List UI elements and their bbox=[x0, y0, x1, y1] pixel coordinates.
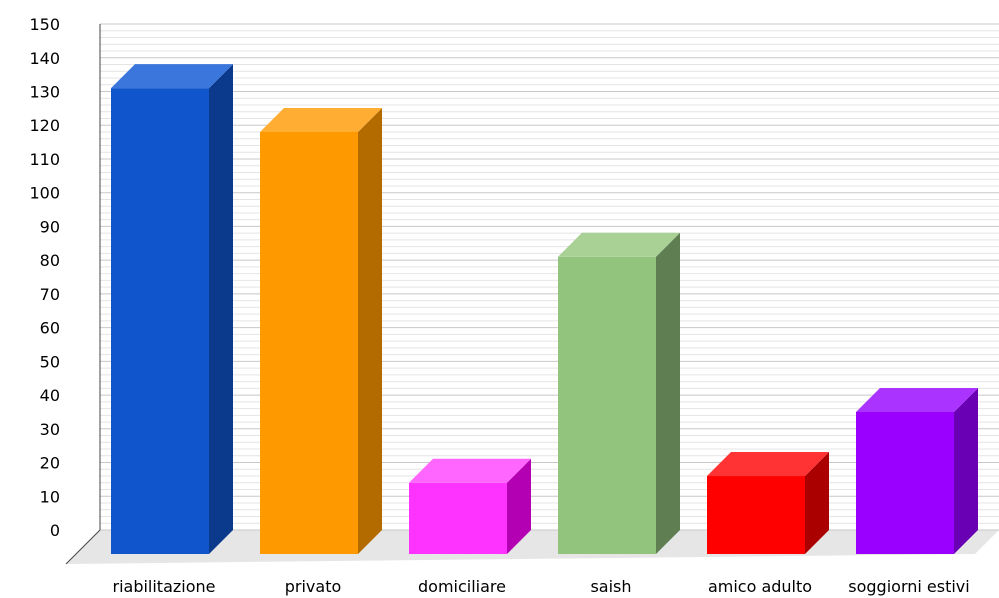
bar-domiciliare bbox=[409, 458, 531, 554]
bar-front bbox=[260, 131, 358, 554]
bar-top bbox=[707, 452, 829, 477]
bar-front bbox=[558, 256, 656, 554]
y-tick-label: 60 bbox=[40, 319, 60, 338]
y-tick-label: 30 bbox=[40, 420, 60, 439]
bar-side bbox=[954, 387, 978, 554]
bar-top bbox=[260, 107, 382, 132]
bar-top bbox=[558, 232, 680, 257]
y-tick-label: 70 bbox=[40, 285, 60, 304]
bar-top bbox=[409, 458, 531, 483]
bar-top bbox=[111, 64, 233, 89]
x-tick-label: privato bbox=[285, 577, 342, 596]
x-tick-label: amico adulto bbox=[708, 577, 812, 596]
bar-side bbox=[656, 232, 680, 555]
y-tick-label: 10 bbox=[40, 487, 60, 506]
axes bbox=[65, 24, 101, 565]
bar-side bbox=[358, 107, 382, 555]
bar-front bbox=[707, 476, 805, 554]
bar-front bbox=[111, 88, 209, 555]
y-axis-ticks: 0 10 20 30 40 50 60 70 80 90 100 110 120 130 140 150 bbox=[29, 15, 60, 540]
bar-side bbox=[507, 458, 531, 554]
x-tick-label: riabilitazione bbox=[112, 577, 215, 596]
y-tick-label: 50 bbox=[40, 352, 60, 371]
y-tick-label: 80 bbox=[40, 251, 60, 270]
bar-front bbox=[856, 411, 954, 554]
y-tick-label: 90 bbox=[40, 217, 60, 236]
bar-privato bbox=[260, 107, 382, 555]
bars bbox=[111, 64, 978, 555]
x-tick-label: saish bbox=[590, 577, 631, 596]
gridlines bbox=[100, 23, 999, 531]
x-axis-ticks: riabilitazione privato domiciliare saish ami… bbox=[112, 577, 969, 596]
y-tick-label: 130 bbox=[29, 83, 60, 102]
bar-side bbox=[805, 452, 829, 554]
bar-amico-adulto bbox=[707, 452, 829, 554]
y-tick-label: 120 bbox=[29, 116, 60, 135]
y-tick-label: 20 bbox=[40, 454, 60, 473]
x-tick-label: soggiorni estivi bbox=[848, 577, 969, 596]
y-tick-label: 0 bbox=[50, 521, 60, 540]
y-tick-label: 110 bbox=[29, 150, 60, 169]
y-tick-label: 100 bbox=[29, 184, 60, 203]
bar-saish bbox=[558, 232, 680, 555]
y-axis-depth-line bbox=[65, 529, 101, 565]
y-tick-label: 140 bbox=[29, 49, 60, 68]
bar-riabilitazione bbox=[111, 64, 233, 555]
x-tick-label: domiciliare bbox=[418, 577, 506, 596]
y-tick-label: 40 bbox=[40, 386, 60, 405]
y-tick-label: 150 bbox=[29, 15, 60, 34]
bar-top bbox=[856, 387, 978, 412]
bar-side bbox=[209, 64, 233, 555]
bar-front bbox=[409, 482, 507, 554]
bar-soggiorni-estivi bbox=[856, 387, 978, 554]
